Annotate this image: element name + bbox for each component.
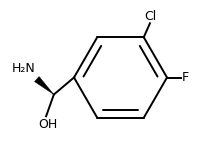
Polygon shape — [34, 77, 54, 95]
Text: H₂N: H₂N — [12, 62, 35, 75]
Text: OH: OH — [38, 118, 57, 131]
Text: F: F — [182, 71, 189, 84]
Text: Cl: Cl — [144, 9, 156, 22]
